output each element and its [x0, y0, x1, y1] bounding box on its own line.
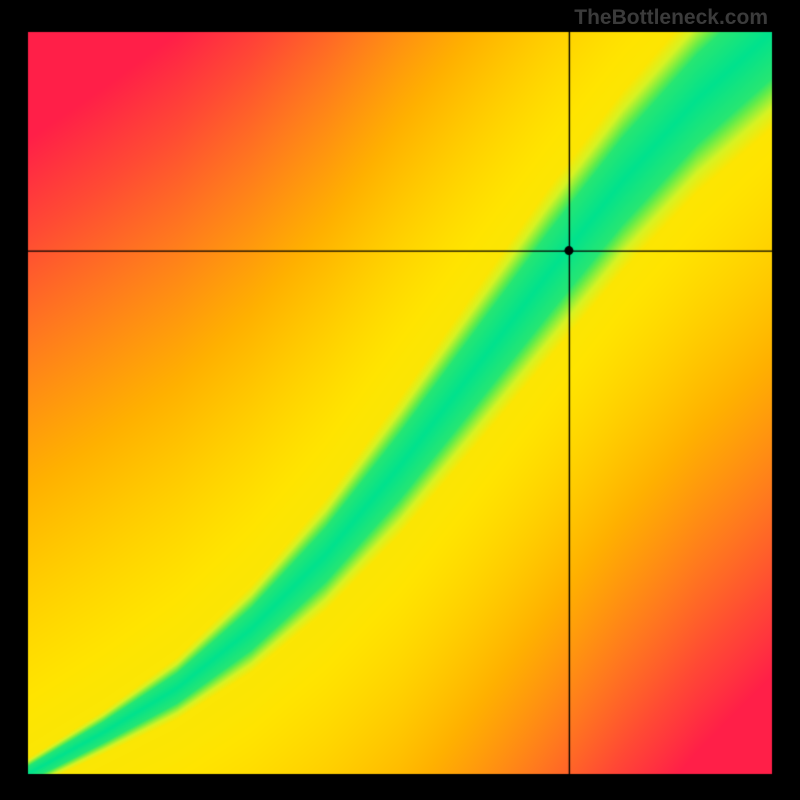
watermark-text: TheBottleneck.com: [574, 6, 768, 30]
bottleneck-heatmap: [0, 0, 800, 800]
